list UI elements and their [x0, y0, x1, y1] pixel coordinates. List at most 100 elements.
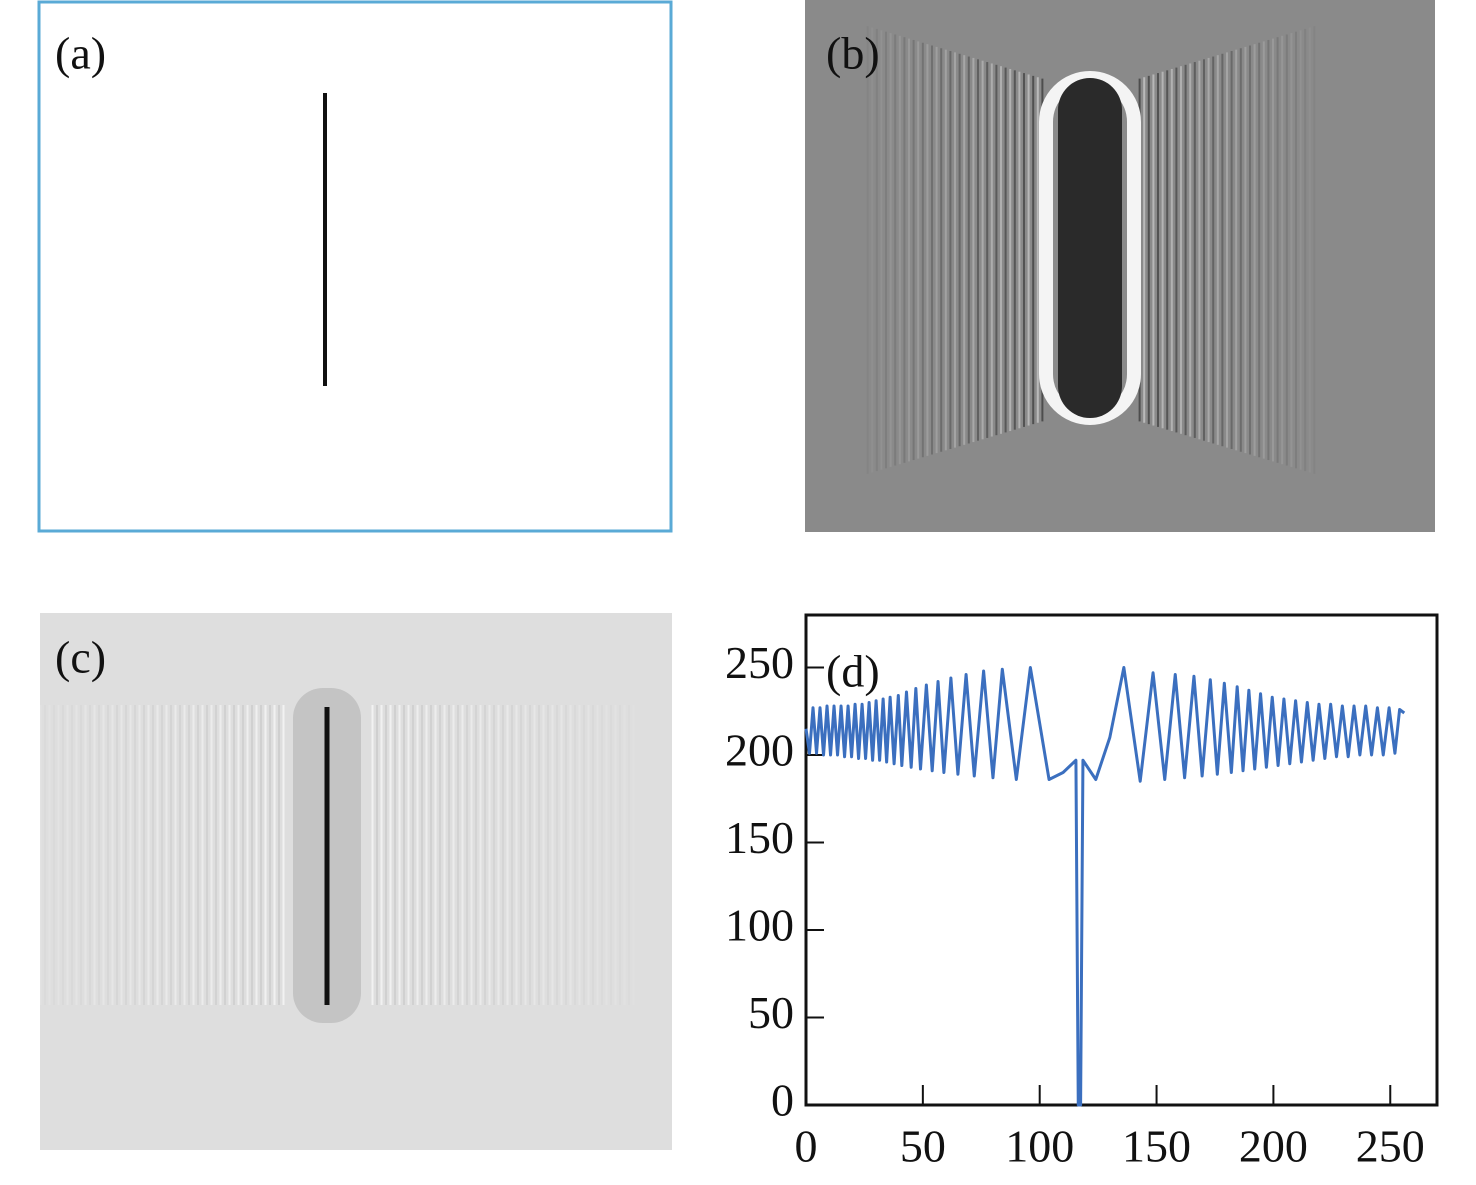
fringe — [93, 705, 96, 1005]
fringe — [484, 705, 486, 1005]
fringe — [912, 39, 915, 461]
fringe — [120, 705, 123, 1005]
fringe — [529, 705, 531, 1005]
y-tick-label: 100 — [725, 900, 794, 951]
fringe — [470, 705, 473, 1005]
fringe — [403, 705, 405, 1005]
fringe — [556, 705, 558, 1005]
core — [1058, 78, 1122, 418]
fringe — [1313, 26, 1316, 474]
fringe — [1235, 49, 1238, 451]
fringe — [542, 705, 545, 1005]
fringe — [385, 705, 387, 1005]
fringe — [224, 705, 226, 1005]
fringe — [972, 57, 975, 443]
fringe — [1023, 73, 1025, 427]
fringe — [565, 705, 567, 1005]
fringe — [380, 705, 383, 1005]
fringe — [949, 51, 952, 449]
fringe — [488, 705, 491, 1005]
fringe — [1216, 55, 1219, 445]
fringe — [1184, 64, 1187, 436]
fringe — [1175, 67, 1178, 433]
fringe — [574, 705, 576, 1005]
fringe — [1189, 63, 1192, 437]
fringe — [935, 46, 938, 454]
fringe — [138, 705, 141, 1005]
fringe — [269, 705, 271, 1005]
fringe — [1036, 77, 1039, 423]
fringe — [1161, 71, 1164, 429]
fringe — [111, 705, 114, 1005]
fringe — [134, 705, 136, 1005]
fringe — [981, 60, 984, 440]
fringe — [614, 705, 617, 1005]
fringe — [282, 705, 285, 1005]
y-tick-label: 200 — [725, 725, 794, 776]
fringe — [977, 59, 979, 441]
fringe — [898, 35, 901, 465]
fringe — [174, 705, 177, 1005]
x-tick-label: 200 — [1239, 1121, 1308, 1172]
panel-label: (b) — [826, 28, 880, 79]
fringe — [448, 705, 450, 1005]
fringe — [242, 705, 244, 1005]
fringe — [389, 705, 392, 1005]
fringe — [430, 705, 432, 1005]
fringe — [407, 705, 410, 1005]
fringe — [233, 705, 235, 1005]
fringe — [1281, 35, 1284, 465]
fringe — [425, 705, 428, 1005]
fringe — [866, 26, 869, 474]
x-tick-label: 250 — [1356, 1121, 1425, 1172]
fringe — [578, 705, 581, 1005]
fringe — [264, 705, 267, 1005]
fringe — [251, 705, 253, 1005]
fringe — [278, 705, 280, 1005]
fringe — [1004, 67, 1007, 433]
fringe — [1207, 57, 1210, 443]
fringe — [931, 45, 933, 455]
fringe — [152, 705, 154, 1005]
fringe — [605, 705, 608, 1005]
fringe — [1258, 42, 1261, 458]
fringe — [80, 705, 82, 1005]
fringe — [903, 37, 906, 463]
fringe — [551, 705, 554, 1005]
fringe — [1018, 71, 1021, 429]
fringe — [147, 705, 150, 1005]
panel-label: (c) — [55, 632, 106, 683]
fringe — [165, 705, 168, 1005]
fringe — [502, 705, 504, 1005]
fringe — [84, 705, 87, 1005]
fringe — [524, 705, 527, 1005]
fringe — [1198, 60, 1201, 440]
fringe — [583, 705, 585, 1005]
fringe — [466, 705, 468, 1005]
fringe — [885, 31, 887, 469]
fringe — [22, 705, 24, 1005]
fringe — [183, 705, 186, 1005]
fringe — [197, 705, 199, 1005]
fringe — [917, 41, 920, 459]
fringe — [102, 705, 105, 1005]
fringe — [260, 705, 262, 1005]
fringe — [1290, 33, 1293, 467]
fringe — [398, 705, 401, 1005]
fringe — [1193, 62, 1196, 438]
fringe — [1267, 39, 1270, 461]
fringe — [926, 44, 929, 456]
panel-label: (d) — [826, 646, 880, 697]
fringe — [1253, 44, 1256, 456]
fringe — [475, 705, 477, 1005]
fringe — [497, 705, 500, 1005]
fringe — [452, 705, 455, 1005]
fringe — [1152, 74, 1155, 426]
fringe — [35, 705, 37, 1005]
fringe — [875, 28, 878, 472]
fringe — [1009, 68, 1012, 432]
fringe — [954, 52, 956, 448]
fringe — [1221, 53, 1224, 447]
